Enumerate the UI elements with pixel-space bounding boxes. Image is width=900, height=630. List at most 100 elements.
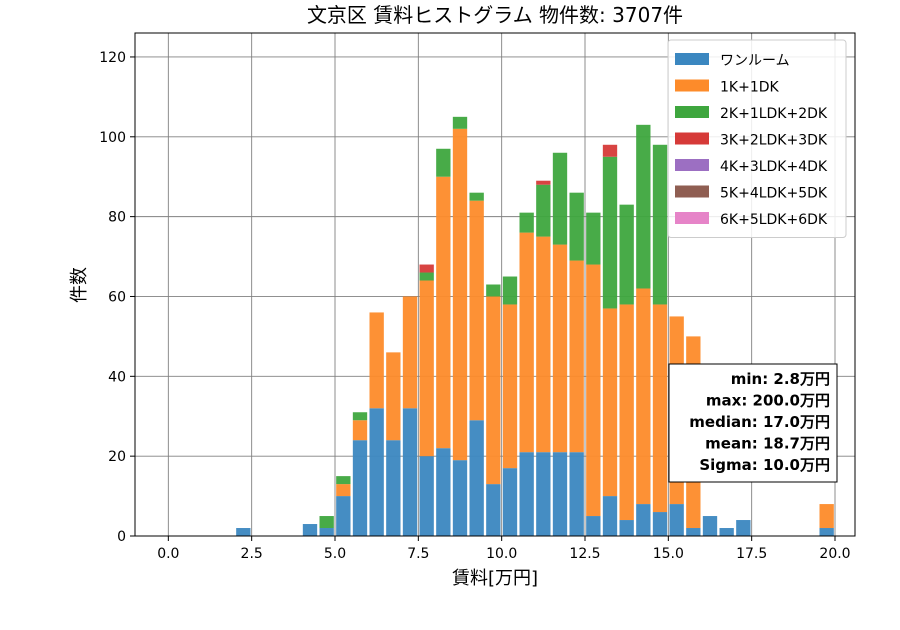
legend-swatch xyxy=(675,212,709,224)
bars-layer xyxy=(236,116,834,536)
legend-label: 2K+1LDK+2DK xyxy=(720,106,828,122)
bar xyxy=(669,504,684,536)
x-tick-label: 15.0 xyxy=(653,546,684,562)
bar xyxy=(386,440,401,536)
bar xyxy=(419,264,434,273)
bar xyxy=(336,496,351,536)
bar xyxy=(352,440,368,536)
bar xyxy=(819,528,834,536)
y-ticks: 0 20 40 60 80 100 120 xyxy=(99,50,135,545)
legend-swatch xyxy=(675,53,709,65)
bar xyxy=(702,516,718,536)
bar xyxy=(436,176,451,449)
legend-swatch xyxy=(675,106,709,118)
x-tick-label: 10.0 xyxy=(486,546,517,562)
legend-label: 1K+1DK xyxy=(720,80,780,96)
bar xyxy=(469,200,484,421)
y-tick-label: 40 xyxy=(108,369,126,385)
legend-swatch xyxy=(675,159,709,171)
x-tick-label: 17.5 xyxy=(736,546,767,562)
y-tick-label: 80 xyxy=(108,210,126,226)
x-axis-label: 賃料[万円] xyxy=(452,568,538,589)
legend-label: 3K+2LDK+3DK xyxy=(720,133,828,149)
x-tick-label: 0.0 xyxy=(157,546,179,562)
stats-line: min: 2.8万円 xyxy=(731,370,830,388)
y-tick-label: 120 xyxy=(99,50,126,66)
bar xyxy=(586,516,601,536)
bar xyxy=(652,512,668,536)
x-tick-label: 7.5 xyxy=(407,546,429,562)
bar xyxy=(419,272,434,281)
legend: ワンルーム 1K+1DK 2K+1LDK+2DK 3K+2LDK+3DK 4K+3LDK… xyxy=(667,39,847,238)
bar xyxy=(436,448,451,536)
bar xyxy=(619,520,634,536)
bar xyxy=(569,260,584,453)
bar xyxy=(719,528,734,536)
bar xyxy=(452,128,468,461)
bar xyxy=(652,144,668,305)
y-tick-label: 60 xyxy=(108,289,126,305)
bar xyxy=(519,212,534,233)
y-tick-label: 100 xyxy=(99,130,126,146)
y-tick-label: 0 xyxy=(117,529,126,545)
bar xyxy=(819,504,834,529)
bar xyxy=(736,520,751,536)
bar xyxy=(452,116,468,129)
x-ticks: 0.0 2.5 5.0 7.5 10.0 12.5 15.0 17.5 20.0 xyxy=(157,536,851,562)
bar xyxy=(402,296,418,409)
bar xyxy=(502,304,518,469)
chart-title: 文京区 賃料ヒストグラム 物件数: 3707件 xyxy=(307,3,683,27)
bar xyxy=(369,312,384,409)
bar xyxy=(586,212,601,265)
bar xyxy=(602,156,618,309)
stats-line: max: 200.0万円 xyxy=(706,392,830,410)
legend-box xyxy=(667,39,847,238)
bar xyxy=(686,528,701,536)
bar xyxy=(336,484,351,497)
bar xyxy=(619,204,634,305)
bar xyxy=(536,236,551,453)
x-tick-label: 2.5 xyxy=(241,546,263,562)
bar xyxy=(486,296,501,485)
bar xyxy=(552,244,568,453)
bar xyxy=(419,280,434,457)
bar xyxy=(636,124,651,289)
bar xyxy=(636,288,651,505)
bar xyxy=(486,284,501,297)
bar xyxy=(336,476,351,485)
legend-swatch xyxy=(675,185,709,198)
x-tick-label: 5.0 xyxy=(324,546,346,562)
bar xyxy=(652,304,668,513)
bar xyxy=(402,408,418,536)
legend-label: 5K+4LDK+5DK xyxy=(720,186,828,202)
bar xyxy=(536,180,551,185)
legend-label: 6K+5LDK+6DK xyxy=(720,212,828,228)
bar xyxy=(502,468,518,536)
bar xyxy=(619,304,634,521)
bar xyxy=(302,524,318,536)
x-tick-label: 12.5 xyxy=(569,546,600,562)
bar xyxy=(519,452,534,536)
bar xyxy=(236,528,251,536)
legend-swatch xyxy=(675,79,709,92)
y-axis-label: 件数 xyxy=(69,267,90,303)
stats-box: min: 2.8万円 max: 200.0万円 median: 17.0万円 mean… xyxy=(668,363,838,483)
legend-label: ワンルーム xyxy=(720,53,790,69)
bar xyxy=(469,420,484,536)
bar xyxy=(486,484,501,536)
bar xyxy=(319,516,334,529)
y-tick-label: 20 xyxy=(108,449,126,465)
bar xyxy=(636,504,651,536)
bar xyxy=(519,232,534,453)
bar xyxy=(386,352,401,441)
bar xyxy=(352,420,368,441)
bar xyxy=(602,496,618,536)
bar xyxy=(602,144,618,157)
stats-line: median: 17.0万円 xyxy=(689,413,830,431)
bar xyxy=(452,460,468,536)
bar xyxy=(419,456,434,536)
legend-swatch xyxy=(675,132,709,145)
bar xyxy=(436,148,451,177)
bar xyxy=(319,528,334,536)
